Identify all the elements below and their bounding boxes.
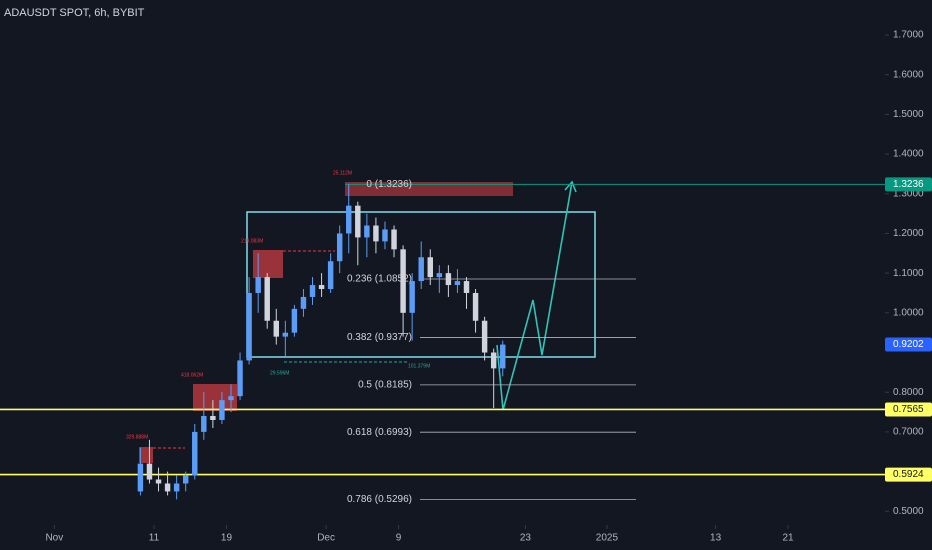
price-tag: [885, 402, 932, 417]
candle-body: [364, 225, 370, 238]
candle-body: [391, 229, 397, 250]
price-tag-label: 1.3236: [893, 179, 924, 190]
candle-body: [481, 320, 488, 353]
candle-body: [472, 292, 479, 321]
candle-body: [237, 360, 243, 397]
volume-label: 29.596M: [270, 370, 289, 376]
candle-body: [500, 344, 506, 369]
candle-body: [400, 249, 406, 313]
candle-body: [246, 292, 252, 361]
x-tick-label: 11: [149, 533, 160, 544]
candle-body: [210, 416, 216, 420]
candle-body: [355, 205, 361, 238]
candle-body: [490, 352, 497, 369]
y-tick-label: 1.0000: [893, 307, 924, 318]
volume-label: 101.379M: [408, 363, 430, 369]
candle-body: [309, 285, 316, 297]
candle-body: [463, 281, 470, 293]
chart-title: ADAUSDT SPOT, 6h, BYBIT: [4, 7, 145, 19]
candle-body: [255, 277, 261, 293]
supply-zone: [253, 250, 283, 278]
y-tick-label: 0.5000: [893, 506, 924, 517]
projection-arrow: [564, 180, 577, 193]
candle-body: [192, 431, 198, 476]
candle-body: [146, 463, 153, 480]
candle-body: [137, 463, 144, 492]
candle-body: [182, 475, 189, 484]
y-tick-label: 0.7000: [893, 427, 924, 438]
volume-label: 25.112M: [333, 170, 352, 176]
candle-body: [282, 332, 289, 337]
candle-body: [346, 205, 352, 234]
y-tick-label: 1.4000: [893, 149, 924, 160]
y-tick-label: 1.7000: [893, 30, 924, 41]
volume-label: 418.062M: [181, 372, 203, 378]
candle-body: [436, 273, 443, 278]
candle-body: [427, 257, 433, 278]
y-tick-label: 1.2000: [893, 228, 924, 239]
price-tag: [885, 467, 932, 482]
volume-label: 329.888M: [126, 434, 148, 440]
fib-label: 0.786 (0.5296): [347, 494, 412, 505]
candle-body: [445, 273, 452, 286]
x-tick-label: 9: [396, 533, 402, 544]
price-tag-label: 0.5924: [893, 469, 924, 480]
candle-body: [336, 233, 343, 262]
y-tick-label: 1.5000: [893, 109, 924, 120]
y-tick-label: 1.3000: [893, 188, 924, 199]
supply-zone: [345, 182, 513, 196]
candle-body: [318, 285, 325, 290]
candle-body: [273, 320, 279, 337]
fib-label: 0.382 (0.9377): [347, 332, 412, 343]
price-tag: [885, 177, 932, 192]
fib-label: 0.618 (0.6993): [347, 427, 412, 438]
candle-body: [373, 225, 379, 242]
range-box: [246, 211, 596, 358]
candle-body: [382, 229, 388, 242]
x-tick-label: Dec: [317, 533, 335, 544]
fib-label: 0.236 (1.0852): [347, 274, 412, 285]
candle-body: [300, 296, 307, 309]
fib-label: 0 (1.3236): [366, 179, 412, 190]
x-tick-label: Nov: [45, 533, 63, 544]
volume-label: 219.083M: [241, 238, 263, 244]
candle-body: [418, 257, 424, 282]
x-tick-label: 21: [783, 533, 795, 544]
price-tag-label: 0.9202: [893, 339, 924, 350]
candle-body: [155, 479, 162, 484]
y-tick-label: 1.1000: [893, 268, 924, 279]
x-tick-label: 2025: [596, 533, 619, 544]
y-tick-label: 0.8000: [893, 387, 924, 398]
candle-body: [409, 281, 415, 313]
y-tick-label: 1.6000: [893, 69, 924, 80]
price-tag: [885, 337, 932, 352]
candle-body: [291, 308, 298, 333]
candle-body: [327, 261, 334, 290]
candle-body: [173, 483, 180, 492]
x-tick-label: 19: [221, 533, 233, 544]
fib-label: 0.5 (0.8185): [358, 380, 412, 391]
projection-path: [496, 181, 573, 411]
x-tick-label: 13: [710, 533, 722, 544]
price-tag-label: 0.7565: [893, 404, 924, 415]
candle-body: [454, 281, 461, 286]
candle-body: [219, 400, 225, 420]
candle-body: [164, 483, 171, 492]
candle-body: [264, 277, 270, 321]
x-tick-label: 23: [520, 533, 532, 544]
candle-body: [228, 396, 234, 401]
supply-zone: [139, 447, 153, 463]
candle-body: [201, 416, 207, 432]
